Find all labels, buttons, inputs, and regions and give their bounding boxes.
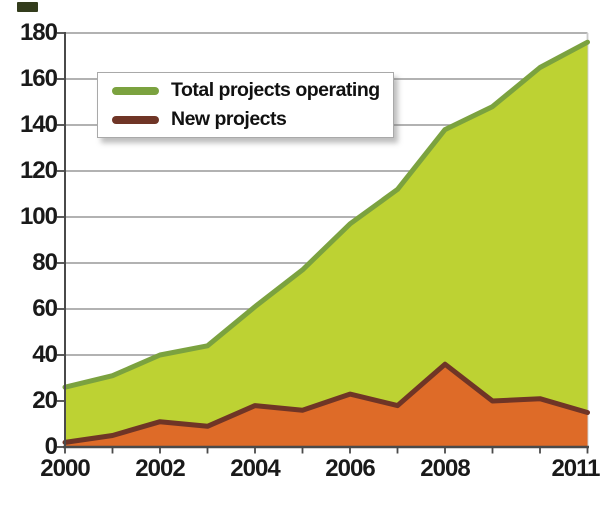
y-tick-label-160: 160 — [19, 65, 58, 92]
legend-swatch-total-projects-icon — [112, 86, 159, 95]
legend-item-total-projects: Total projects operating — [112, 79, 393, 102]
legend-item-new-projects: New projects — [112, 108, 393, 131]
x-tick-label-2004: 2004 — [230, 455, 280, 482]
y-tick-label-40: 40 — [32, 341, 58, 368]
y-tick-label-0: 0 — [44, 433, 58, 460]
y-tick-label-140: 140 — [19, 111, 58, 138]
x-tick-label-2011: 2011 — [551, 455, 600, 482]
y-tick-label-100: 100 — [19, 203, 58, 230]
total-projects-area — [65, 42, 588, 447]
total-projects-line — [62, 39, 590, 390]
y-tick-label-20: 20 — [32, 387, 58, 414]
legend: Total projects operating New projects — [97, 72, 394, 138]
x-tick-label-2002: 2002 — [135, 455, 185, 482]
y-tick-label-60: 60 — [32, 295, 58, 322]
y-tick-label-180: 180 — [19, 19, 58, 46]
y-tick-label-80: 80 — [32, 249, 58, 276]
x-tick-label-2008: 2008 — [420, 455, 470, 482]
x-tick-label-2000: 2000 — [40, 455, 90, 482]
new-projects-line — [62, 361, 590, 445]
legend-label-new-projects: New projects — [171, 108, 287, 130]
legend-label-total-projects: Total projects operating — [171, 79, 380, 101]
y-tick-label-120: 120 — [19, 157, 58, 184]
x-tick-label-2006: 2006 — [325, 455, 375, 482]
legend-swatch-new-projects-icon — [112, 115, 159, 124]
corner-artifact — [17, 2, 38, 12]
